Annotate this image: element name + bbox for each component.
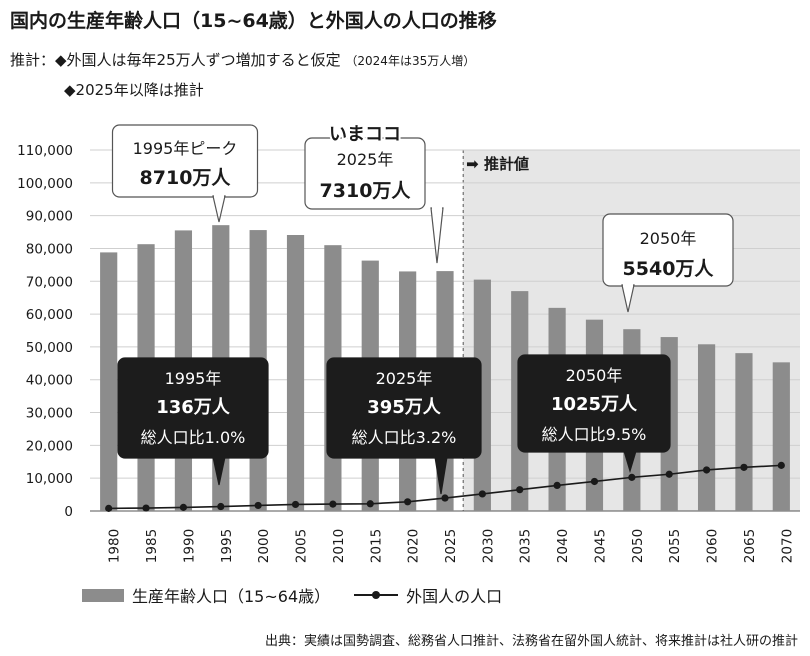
x-tick-label: 2025 [443,529,459,563]
peak-callout-box [111,124,259,198]
x-tick-label: 1980 [107,529,123,563]
f2025-callout-tail-cover [436,456,446,459]
foreign-point-2015 [366,500,374,508]
foreign-point-2035 [516,486,524,494]
y2050-callout-text: 5540万人 [623,258,715,280]
y2050-callout-text: 2050年 [640,229,697,248]
legend-bar-swatch [82,588,124,602]
now-callout-header: いまココ [329,124,401,145]
foreign-point-1995 [217,502,225,511]
f2025-callout-text: 総人口比3.2% [352,428,457,447]
now-callout-box [304,137,426,210]
f1995-callout-text: 1995年 [165,369,222,388]
x-tick-label: 1985 [144,529,160,563]
x-tick-label: 2060 [705,529,721,563]
legend-bar-label: 生産年齢人口（15~64歳） [132,587,331,606]
foreign-point-2010 [329,500,337,508]
now-callout-tail [430,207,444,264]
x-tick-label: 2045 [592,529,608,563]
f2025-callout-box [326,357,482,459]
foreign-point-1990 [179,503,188,511]
x-tick-label: 2065 [742,529,758,563]
foreign-point-1985 [142,504,150,512]
bar-1980 [100,252,118,511]
y-tick-label: 90,000 [26,209,73,225]
y-tick-label: 20,000 [26,438,73,454]
f1995-callout-text: 総人口比1.0% [141,428,246,447]
x-tick-label: 2035 [518,529,534,563]
estimate-note-1: 推計：◆外国人は毎年25万人ずつ増加すると仮定 （2024年は35万人増） [10,49,475,70]
y-tick-label: 10,000 [26,471,73,487]
estimate-note-1-small: （2024年は35万人増） [345,54,476,68]
f2025-callout-text: 2025年 [376,369,433,388]
y-tick-label: 0 [64,504,73,520]
foreign-point-2040 [553,481,561,490]
legend-line-label: 外国人の人口 [406,587,503,606]
foreign-point-2030 [478,490,486,498]
f2050-callout-text: 総人口比9.5% [542,425,647,444]
peak-callout-text: 8710万人 [140,167,232,189]
y-tick-label: 100,000 [17,176,73,192]
now-callout-text: 2025年 [337,150,394,169]
f1995-callout-box [117,357,269,459]
foreign-point-2070 [777,461,785,469]
f2050-callout-box [517,354,671,453]
x-tick-label: 2020 [406,529,422,563]
estimate-label: ➡ 推計値 [466,155,529,173]
x-tick-label: 2030 [480,529,496,563]
peak-callout-tail-cover [214,195,224,198]
y-tick-label: 110,000 [17,143,73,159]
foreign-point-2020 [404,498,412,506]
estimate-note-2: ◆2025年以降は推計 [64,81,204,99]
f2050-callout-text: 1025万人 [551,394,638,415]
peak-callout-tail [212,195,226,223]
foreign-point-2065 [740,463,748,471]
x-tick-label: 2050 [630,529,646,563]
x-tick-label: 2055 [667,529,683,563]
f1995-callout-tail-cover [214,456,224,459]
f2050-callout-tail-cover [625,450,635,453]
chart-svg: ➡ 推計値 0 10,000 20,000 30,000 40,000 50,000 60,0… [17,122,800,563]
foreign-point-2005 [291,500,300,509]
y-tick-label: 40,000 [26,373,73,389]
f2025-callout-text: 395万人 [367,397,442,418]
chart-title: 国内の生産年齢人口（15~64歳）と外国人の人口の推移 [10,10,497,32]
foreign-point-1980 [105,504,113,512]
bar-2065 [735,353,753,511]
y-tick-label: 60,000 [26,307,73,323]
x-tick-label: 2010 [331,529,347,563]
bar-2060 [697,344,716,511]
f2050-callout-text: 2050年 [566,366,623,385]
bar-2070 [772,362,790,511]
estimate-note-1-text: 推計：◆外国人は毎年25万人ずつ増加すると仮定 [10,51,341,69]
source-note: 出典：実績は国勢調査、総務省人口推計、法務省在留外国人統計、将来推計は社人研の推… [264,634,798,649]
peak-callout-text: 1995年ピーク [133,139,238,158]
x-tick-label: 1990 [181,529,197,563]
now-callout-tail-cover [432,207,442,210]
x-tick-label: 2015 [368,529,384,563]
now-callout-text: 7310万人 [320,180,412,202]
y-tick-label: 70,000 [26,274,73,290]
f1995-callout-text: 136万人 [156,397,231,418]
foreign-point-2055 [665,470,673,478]
foreign-point-2000 [254,501,262,510]
foreign-point-2060 [702,466,711,474]
x-tick-label: 2005 [294,529,310,563]
x-tick-label: 1995 [219,529,235,563]
legend: 生産年齢人口（15~64歳） 外国人の人口 [82,583,502,607]
y-tick-label: 30,000 [26,406,73,422]
y-tick-label: 80,000 [26,241,73,257]
x-tick-label: 2070 [779,529,795,563]
foreign-point-2045 [590,477,599,486]
x-tick-label: 2000 [256,529,272,563]
y-tick-label: 50,000 [26,340,73,356]
y2050-callout-box [602,213,734,287]
x-tick-label: 2040 [555,529,571,563]
legend-line-swatch [354,591,399,599]
foreign-point-2025 [441,494,449,502]
bar-2005 [286,234,305,511]
foreign-point-2050 [628,473,636,481]
y2050-callout-tail-cover [623,284,633,287]
